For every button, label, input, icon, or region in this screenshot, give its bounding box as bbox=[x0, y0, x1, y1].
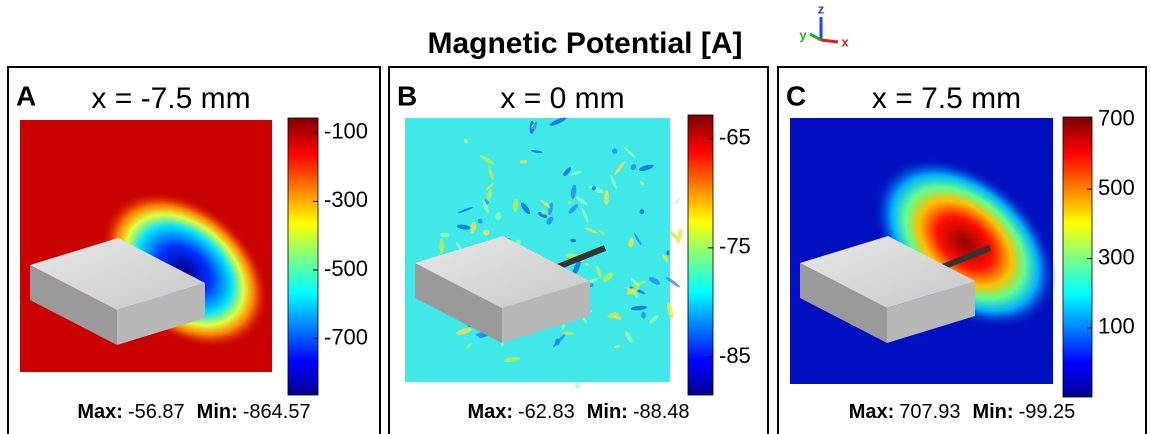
colorbar-tick-label: -700 bbox=[324, 324, 368, 349]
min: -88.48 bbox=[633, 401, 690, 423]
panel-subtitle: x = 0 mm bbox=[500, 82, 624, 115]
max-label: Max: bbox=[77, 401, 123, 423]
colorbar bbox=[288, 118, 318, 395]
colorbar-tick-label: 500 bbox=[1098, 175, 1135, 200]
triad-y: y bbox=[799, 27, 807, 42]
panel-subtitle: x = 7.5 mm bbox=[872, 82, 1021, 115]
triad-x: x bbox=[841, 34, 849, 49]
colorbar-tick-label: 700 bbox=[1098, 106, 1135, 131]
colorbar-tick-label: -100 bbox=[324, 119, 368, 144]
triad-z: z bbox=[818, 1, 825, 16]
colorbar-tick-label: -300 bbox=[324, 187, 368, 212]
colorbar-tick-label: -75 bbox=[719, 234, 751, 259]
max-label: Max: bbox=[849, 401, 895, 423]
max: -56.87 bbox=[128, 401, 185, 423]
figure: Magnetic Potential [A] z x y Ax = -7.5 m… bbox=[0, 0, 1151, 434]
panel-label: C bbox=[786, 80, 806, 111]
field-map bbox=[20, 120, 300, 381]
max-min-summary: Max:-56.87 Min:-864.57 bbox=[77, 401, 310, 423]
colorbar-tick-label: 300 bbox=[1098, 244, 1135, 269]
field-map bbox=[790, 118, 1089, 384]
map-bg bbox=[405, 118, 670, 382]
min-label: Min: bbox=[197, 401, 238, 423]
map-speck bbox=[674, 197, 681, 205]
panel-subtitle: x = -7.5 mm bbox=[91, 82, 250, 115]
min-label: Min: bbox=[587, 401, 628, 423]
figure-title: Magnetic Potential [A] bbox=[427, 27, 742, 60]
max-min-summary: Max:707.93 Min: -99.25 bbox=[849, 401, 1076, 423]
colorbar bbox=[1063, 117, 1092, 397]
max-min-summary: Max:-62.83 Min:-88.48 bbox=[467, 401, 689, 423]
max: 707.93 bbox=[899, 401, 960, 423]
max-label: Max: bbox=[467, 401, 513, 423]
panel-label: A bbox=[16, 80, 36, 111]
colorbar bbox=[688, 115, 713, 395]
field-map bbox=[405, 116, 683, 389]
colorbar-tick-label: 100 bbox=[1098, 314, 1135, 339]
colorbar-tick-label: -85 bbox=[719, 343, 751, 368]
map-speck bbox=[574, 381, 580, 389]
max: -62.83 bbox=[518, 401, 575, 423]
colorbar-tick-label: -65 bbox=[719, 125, 751, 150]
min-label: Min: bbox=[972, 401, 1013, 423]
min: -99.25 bbox=[1019, 401, 1076, 423]
panel-label: B bbox=[397, 80, 417, 111]
colorbar-tick-label: -500 bbox=[324, 256, 368, 281]
axes-triad: z x y bbox=[799, 1, 849, 49]
min: -864.57 bbox=[243, 401, 311, 423]
